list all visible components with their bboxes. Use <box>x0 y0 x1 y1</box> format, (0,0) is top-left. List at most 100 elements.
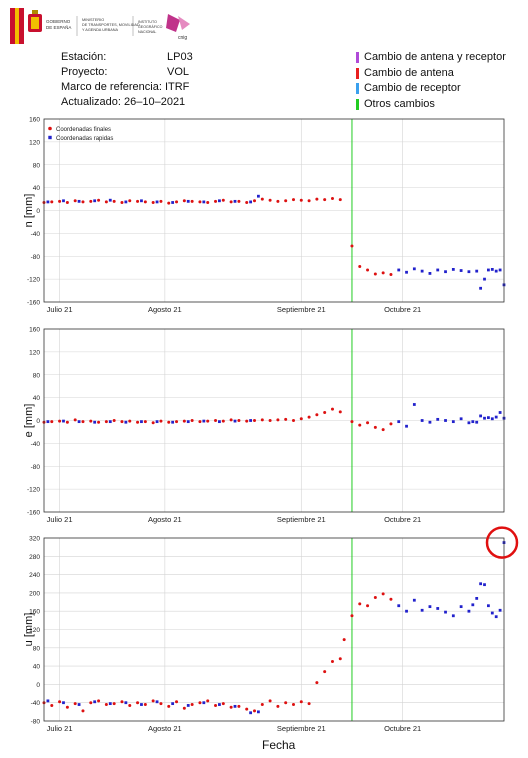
panel-2-rapid-point <box>487 416 490 420</box>
frame-value: ITRF <box>164 81 190 93</box>
panel-1-final-point <box>73 199 77 203</box>
panel-1-final-point <box>112 199 116 203</box>
ministry-line-2: DE TRANSPORTES, MOVILIDAD <box>82 23 140 27</box>
panel-3-rapid-point <box>412 598 416 602</box>
panel-3-rapid-point <box>483 583 486 587</box>
legend-antenna: Cambio de antena <box>356 66 506 82</box>
panel-2-y-tick-label: -160 <box>27 510 40 517</box>
ministry-line-1: MINISTERIO <box>82 18 104 22</box>
panel-3-rapid-point <box>405 609 408 613</box>
panel-2-final-point <box>330 407 334 411</box>
station-value: LP03 <box>167 51 193 63</box>
panel-1-final-point <box>373 272 377 276</box>
panel-2-rapid-point <box>93 420 97 424</box>
panel-1-final-point <box>237 199 241 203</box>
panel-2-rapid-point <box>140 420 143 424</box>
panel-2-rapid-point <box>397 420 401 424</box>
panel-2-final-point <box>221 419 225 423</box>
panel-2-final-point <box>97 420 101 424</box>
panel-2-rapid-point <box>249 419 253 422</box>
project-label: Proyecto: <box>61 66 108 78</box>
coat-of-arms-icon <box>28 10 42 32</box>
panel-3-frame <box>43 537 505 722</box>
panel-3-final-point <box>221 702 225 706</box>
panel-1-final-point <box>58 199 62 203</box>
panel-3-rapid-point <box>494 615 498 619</box>
panel-1-rapid-point <box>487 268 490 272</box>
legend-swatch <box>356 67 359 79</box>
panel-1-legend-marker <box>48 126 52 131</box>
panel-3-rapid-point <box>93 700 97 704</box>
panel-2-y-tick-label: 160 <box>29 327 40 334</box>
panel-1-y-tick-label: 160 <box>29 117 40 124</box>
panel-3-rapid-point <box>471 603 475 607</box>
panel-2-final-point <box>260 418 264 422</box>
panel-3-rapid-point <box>186 704 190 707</box>
panel-3-rapid-point <box>249 711 253 715</box>
panel-3-final-point <box>245 707 249 711</box>
ign-line-1: INSTITUTO <box>138 20 157 24</box>
panel-1-y-tick-label: 80 <box>33 162 41 169</box>
panel-1-final-point <box>182 199 186 203</box>
panel-3-y-tick-label: 80 <box>33 645 41 652</box>
panel-2-final-point <box>389 422 393 426</box>
panel-1-y-tick-label: 120 <box>29 139 40 146</box>
panel-1-final-point <box>206 200 210 204</box>
panel-3-rapid-point <box>257 710 260 714</box>
panel-3-rapid-point <box>479 582 483 586</box>
panel-3-rapid-point <box>475 596 479 600</box>
panel-2-rapid-point <box>436 417 440 421</box>
panel-2-final-point <box>198 420 202 424</box>
panel-1-final-point <box>381 271 385 275</box>
panel-3-rapid-point <box>171 702 175 706</box>
legend-other: Otros cambios <box>356 97 506 113</box>
ministry-line-3: Y AGENDA URBANA <box>82 28 118 32</box>
panel-2-final-point <box>104 420 108 424</box>
panel-1-final-point <box>358 265 362 269</box>
panel-3-rapid-point <box>444 610 447 614</box>
legend-swatch <box>356 83 359 95</box>
panel-1-y-tick-label: -160 <box>27 300 40 307</box>
panel-2-rapid-point <box>483 416 486 420</box>
panel-2-rapid-point <box>171 420 175 424</box>
panel-3-final-point <box>120 700 124 704</box>
panel-3-final-point <box>198 701 202 705</box>
panel-3-rapid-point <box>467 609 471 613</box>
panel-1-rapid-point <box>483 277 486 281</box>
panel-3-x-tick-label: Agosto 21 <box>148 724 182 733</box>
panel-3-final-point <box>65 705 69 709</box>
panel-1-rapid-point <box>444 270 447 274</box>
panel-3-final-point <box>268 699 272 703</box>
panel-3-rapid-point <box>436 607 440 610</box>
panel-3-final-point <box>214 703 218 707</box>
panel-3-final-point <box>182 706 186 710</box>
panel-3-y-tick-label: -80 <box>31 719 41 726</box>
panel-3-final-point <box>276 704 280 708</box>
panel-3-final-point <box>299 700 303 704</box>
panel-1-rapid-point <box>233 199 237 203</box>
panel-1-rapid-point <box>467 270 471 274</box>
org-line-2: DE ESPAÑA <box>46 24 71 30</box>
panel-3-y-tick-label: 200 <box>29 590 40 597</box>
panel-2-y-axis-label: e [mm] <box>23 404 35 438</box>
panel-2-rapid-point <box>420 419 424 422</box>
panel-1-rapid-point <box>124 200 128 204</box>
panel-1-final-point <box>81 200 85 204</box>
panel-3-rapid-point <box>451 614 455 618</box>
panel-3-rapid-point <box>77 703 81 706</box>
panel-2-x-tick-label: Septiembre 21 <box>277 515 326 524</box>
panel-1-rapid-point <box>420 269 424 273</box>
panel-3-rapid-point <box>428 605 432 609</box>
panel-2-y-tick-label: -40 <box>31 441 41 448</box>
cnig-logo-icon: cnig <box>166 14 190 41</box>
panel-2-final-point <box>253 419 257 422</box>
ign-line-2: GEOGRÁFICO <box>138 25 163 29</box>
legend-label: Otros cambios <box>364 97 435 110</box>
panel-2-final-point <box>89 419 93 423</box>
panel-3-final-point <box>342 638 346 642</box>
panel-2-final-point <box>276 418 280 422</box>
panel-2-final-point <box>159 419 163 423</box>
panel-3-final-point <box>128 703 132 707</box>
panel-1-rapid-point <box>436 268 440 272</box>
panel-1-y-tick-label: -80 <box>31 254 41 261</box>
